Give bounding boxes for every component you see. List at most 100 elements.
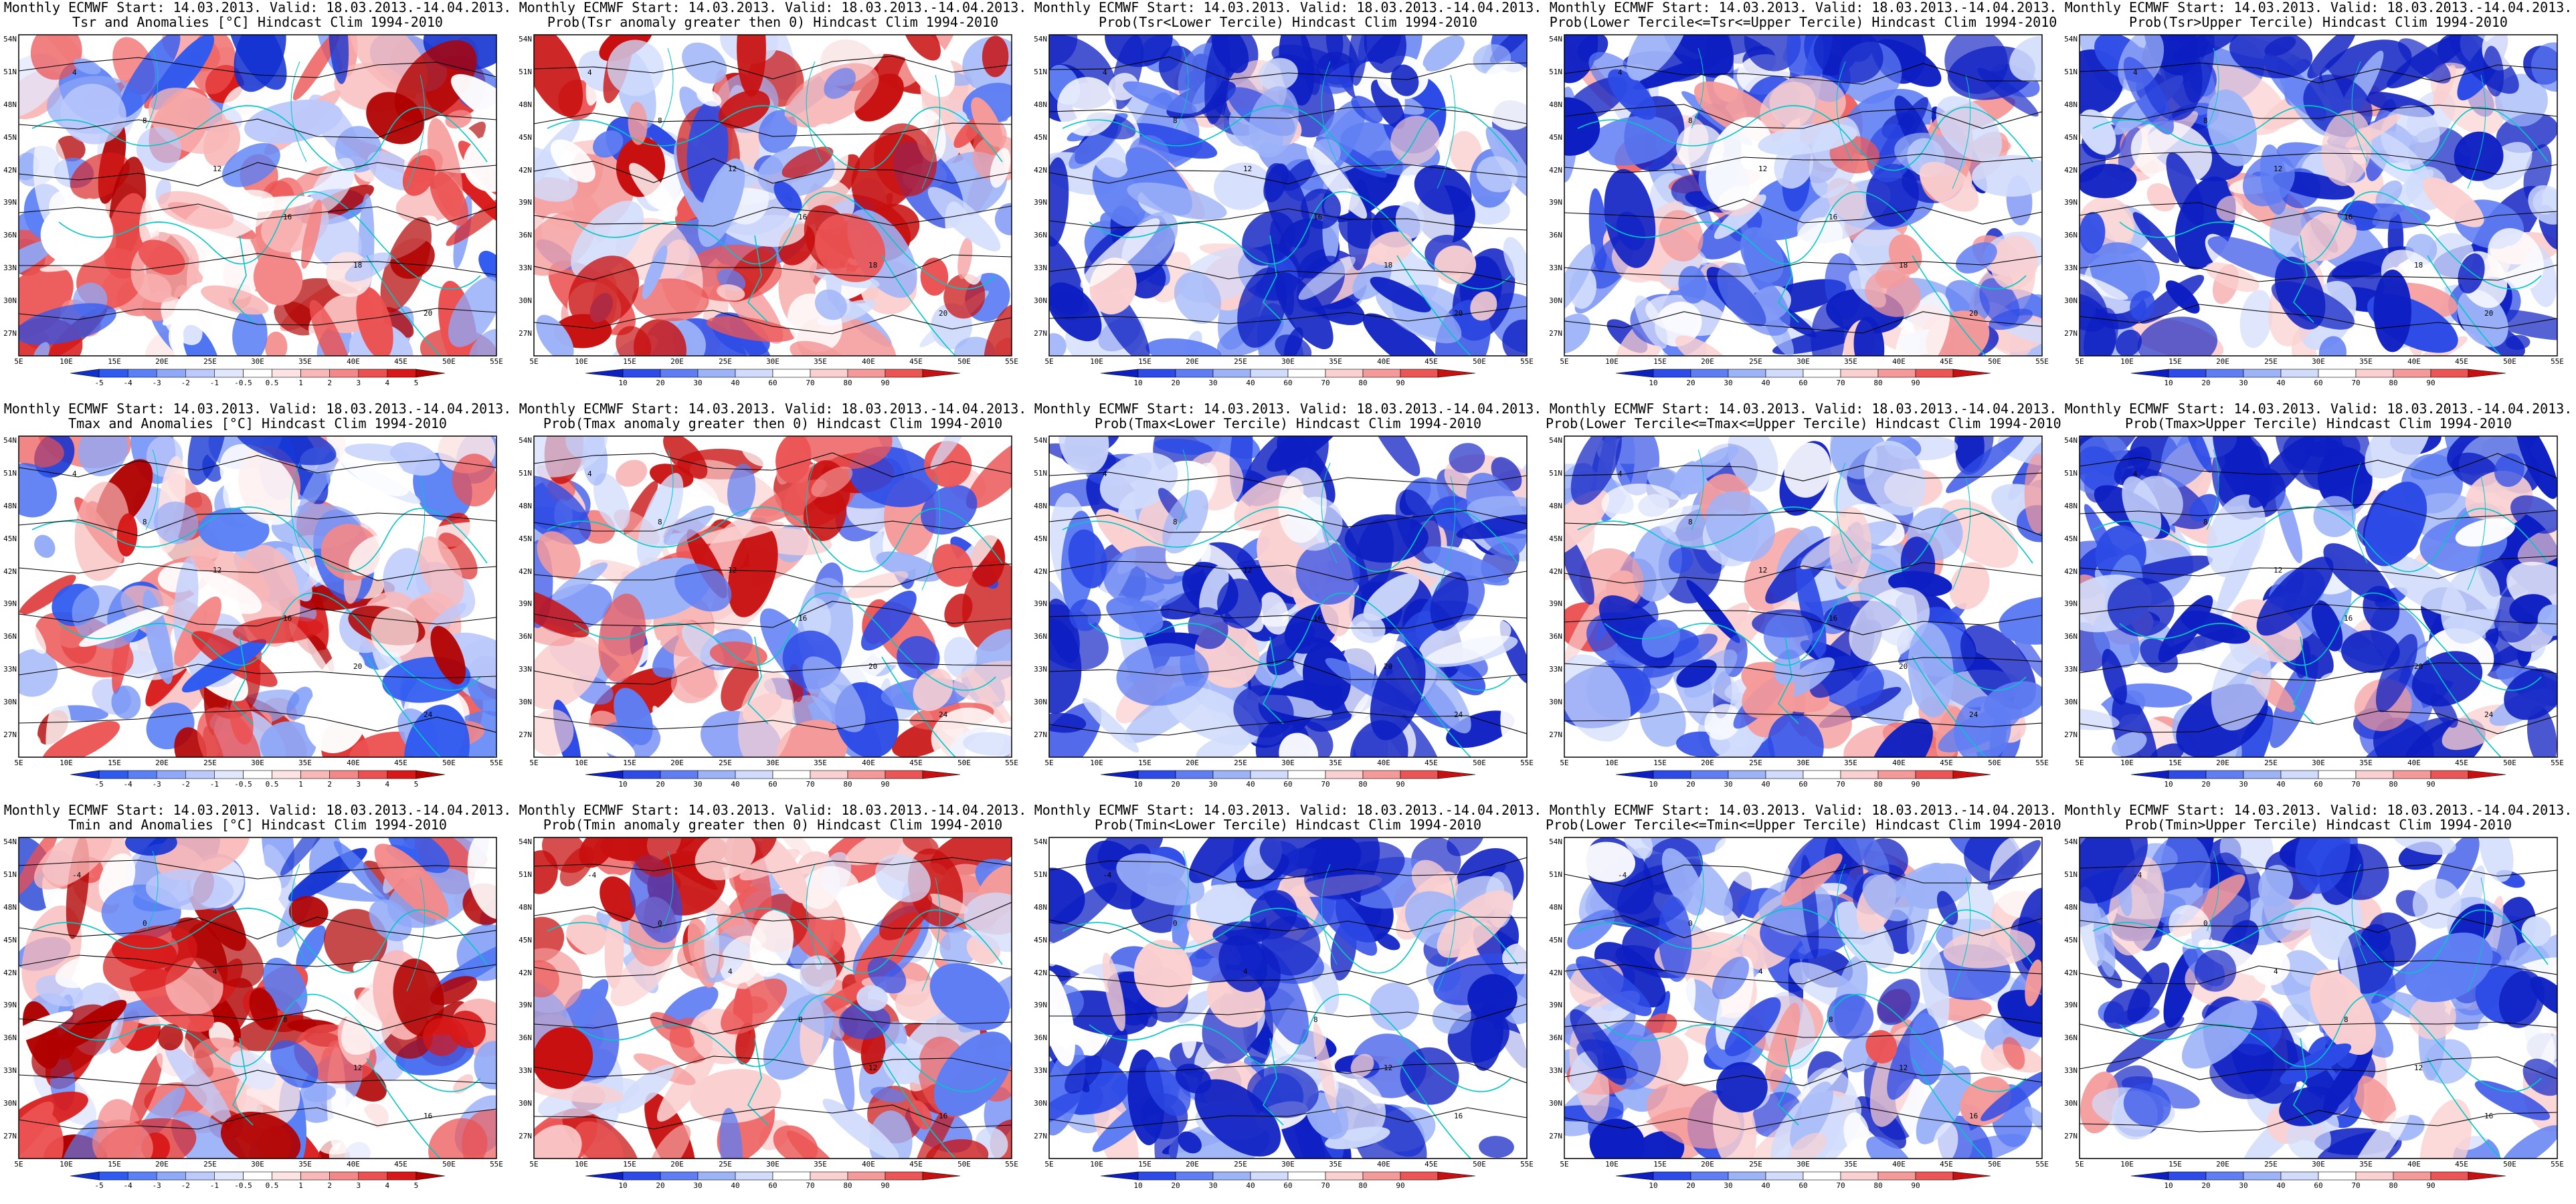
- shading-patch: [2122, 476, 2162, 539]
- coastline: [31, 908, 488, 1159]
- longitude-label: 15E: [1653, 759, 1667, 767]
- contour-line: [1564, 961, 2042, 985]
- shading-patch: [233, 616, 324, 644]
- coastline: [547, 105, 1003, 356]
- contour-label: 24: [939, 710, 948, 719]
- latitude-label: 54N: [1549, 436, 1562, 445]
- shading-patch: [1763, 611, 1813, 660]
- shading-patch: [1503, 237, 1527, 284]
- shading-patch: [1900, 536, 1936, 591]
- color-scale-label: 90: [881, 780, 889, 789]
- latitude-label: 36N: [1034, 231, 1047, 239]
- color-scale-label: 90: [1396, 1181, 1404, 1190]
- shading-patch: [1669, 445, 1739, 491]
- map-panel: Monthly ECMWF Start: 14.03.2013. Valid: …: [1030, 401, 1546, 803]
- shading-patch: [1470, 291, 1497, 321]
- shading-patch: [468, 328, 496, 356]
- shading-patch: [1676, 124, 1724, 171]
- contour-line: [1049, 659, 1527, 681]
- contour-line: [2080, 555, 2557, 579]
- shading-patch: [1717, 262, 1790, 336]
- color-scale-swatch: [885, 770, 923, 779]
- shading-patch: [2423, 177, 2484, 227]
- panel-subtitle: Prob(Tmin anomaly greater then 0) Hindca…: [543, 817, 1003, 833]
- contour-label: 20: [2484, 309, 2493, 318]
- color-scale-bar: 10 20 30 40 60 70 80 90: [1615, 1171, 1991, 1190]
- map-panel: Monthly ECMWF Start: 14.03.2013. Valid: …: [2061, 0, 2576, 401]
- shading-patch: [870, 1086, 906, 1103]
- color-scale-label: 40: [1761, 379, 1770, 387]
- color-scale-label: 90: [1911, 780, 1920, 789]
- shading-patch: [462, 1109, 496, 1159]
- shading-patch: [19, 303, 116, 345]
- longitude-label: 30E: [1797, 1160, 1810, 1169]
- longitude-label: 20E: [1701, 1160, 1714, 1169]
- shading-patch: [943, 274, 986, 319]
- latitude-label: 36N: [2064, 1033, 2078, 1042]
- color-scale-swatch: [300, 770, 331, 779]
- latitude-label: 54N: [3, 837, 17, 846]
- color-scale-label: 3: [356, 1181, 361, 1190]
- coastline: [2092, 105, 2549, 356]
- contour-line: [1049, 208, 1527, 231]
- shading-patch: [559, 846, 594, 886]
- shading-patch: [1706, 116, 1774, 211]
- shading-patch: [1211, 35, 1249, 74]
- longitude-label: 45E: [1424, 357, 1438, 366]
- longitude-label: 10E: [60, 357, 73, 366]
- color-scale-swatch: [98, 1171, 128, 1181]
- shading-patch: [136, 126, 181, 172]
- color-scale-label: -3: [153, 379, 161, 387]
- shading-patch: [573, 979, 609, 1029]
- latitude-label: 33N: [1549, 264, 1562, 272]
- shading-patch: [2454, 131, 2504, 181]
- shading-patch: [2107, 577, 2175, 637]
- color-scale-swatch: [1212, 770, 1251, 779]
- map-panel: Monthly ECMWF Start: 14.03.2013. Valid: …: [515, 803, 1030, 1204]
- shading-patch: [1295, 542, 1360, 605]
- color-scale-label: 80: [2389, 1181, 2397, 1190]
- shading-patch: [2274, 256, 2326, 330]
- longitude-label: 5E: [2075, 759, 2084, 767]
- shaded-field: [19, 837, 496, 1159]
- panel-subtitle: Prob(Tmax>Upper Tercile) Hindcast Clim 1…: [2125, 415, 2512, 431]
- shaded-field: [2080, 837, 2557, 1159]
- contour-label: 20: [1454, 309, 1463, 318]
- contour-label: 0: [143, 919, 147, 928]
- contour-line: [1049, 561, 1527, 581]
- map-frame: [1564, 435, 2043, 758]
- longitude-label: 5E: [1560, 1160, 1568, 1169]
- shading-patch: [2243, 154, 2295, 207]
- shading-patch: [1194, 1079, 1281, 1157]
- map-lines: [19, 850, 496, 1159]
- latitude-label: 27N: [2064, 1132, 2078, 1140]
- longitude-label: 30E: [1281, 357, 1295, 366]
- color-scale-swatch: [185, 369, 215, 378]
- color-scale-swatch: [214, 369, 244, 378]
- latitude-label: 48N: [2064, 502, 2078, 510]
- color-scale-label: 70: [2351, 379, 2360, 387]
- latitude-label: 39N: [1034, 198, 1047, 207]
- color-scale-swatch: [660, 369, 699, 378]
- shading-patch: [2409, 995, 2456, 1039]
- shading-patch: [1133, 939, 1193, 1008]
- contour-label: -4: [72, 871, 82, 880]
- contour-line: [19, 555, 496, 581]
- color-scale-label: 0.5: [266, 780, 279, 789]
- color-scale-swatch: [1952, 1171, 1991, 1181]
- shading-patch: [1564, 490, 1610, 563]
- shading-patch: [2209, 1043, 2286, 1100]
- longitude-label: 45E: [1940, 357, 1953, 366]
- map-frame: [1048, 34, 1528, 357]
- color-scale-swatch: [98, 369, 128, 378]
- shading-patch: [1940, 499, 2019, 569]
- map-frame: [533, 34, 1012, 357]
- contour-label: 8: [143, 116, 147, 125]
- color-scale-swatch: [1437, 369, 1476, 378]
- shading-patch: [1632, 526, 1682, 602]
- longitude-label: 55E: [2035, 357, 2049, 366]
- shading-patch: [902, 837, 939, 855]
- longitude-label: 55E: [2551, 1160, 2564, 1169]
- map-lines: [1564, 47, 2042, 356]
- shading-patch: [1658, 210, 1704, 262]
